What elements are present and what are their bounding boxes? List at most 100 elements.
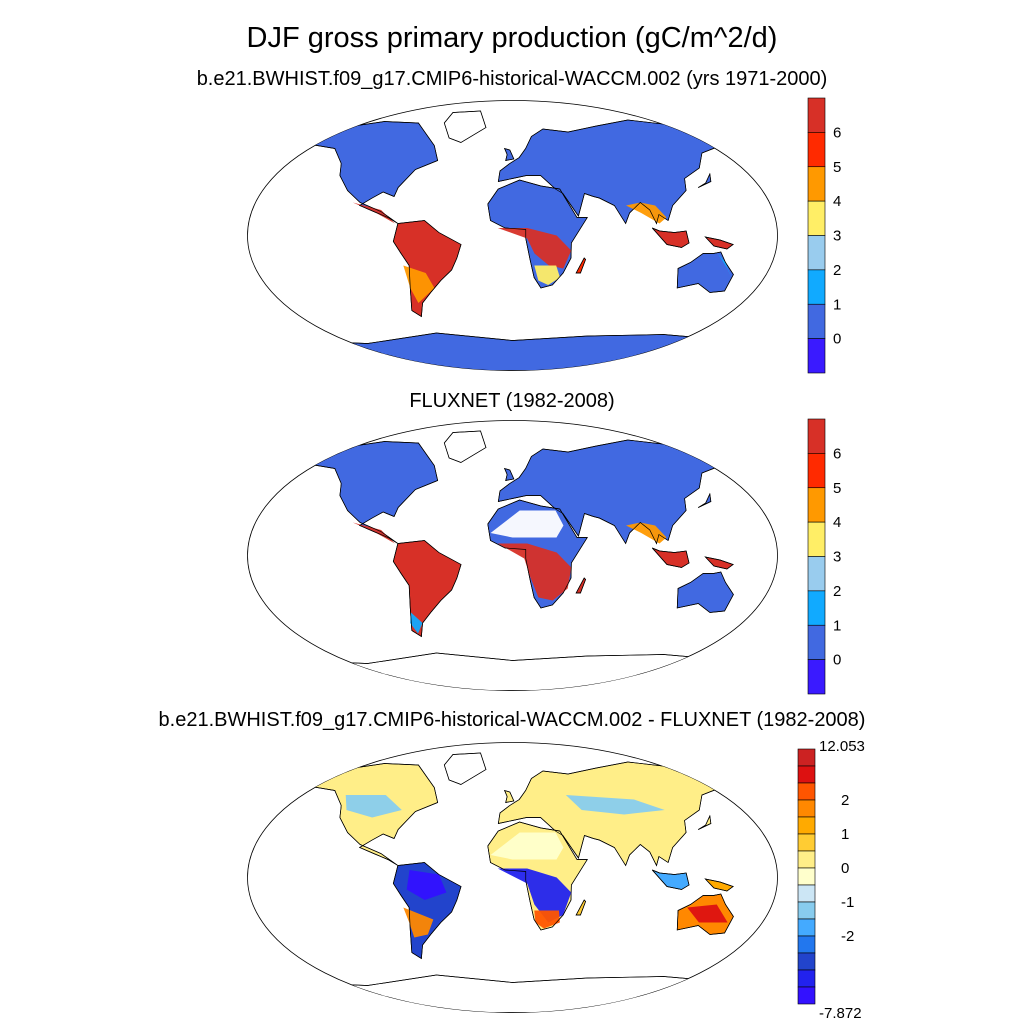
region-shading-4 <box>565 795 665 815</box>
coastline-northAmerica <box>298 441 439 544</box>
coastline-seAsiaIslands <box>652 547 690 568</box>
coastline-madagascar <box>575 577 586 594</box>
coastline-africa <box>487 821 588 931</box>
colorbar-swatch <box>807 590 826 626</box>
coastline-greenland <box>443 430 487 463</box>
model-gpp-map <box>247 100 778 371</box>
coastline-antarctica <box>291 974 734 1013</box>
colorbar-swatch <box>807 521 826 557</box>
region-shading-3 <box>345 795 402 818</box>
colorbar-swatch <box>807 303 826 339</box>
panel-3-subtitle: b.e21.BWHIST.f09_g17.CMIP6-historical-WA… <box>158 709 866 731</box>
colorbar-swatch <box>807 338 826 374</box>
region-shading-1 <box>497 543 572 601</box>
coastline-eurasia <box>497 119 741 225</box>
coastline-antarctica <box>291 332 734 371</box>
colorbar-tick-label: 2 <box>833 262 841 279</box>
coastline-uk <box>503 467 515 481</box>
coastline-japan <box>698 172 712 188</box>
colorbar-tick-label: 1 <box>841 826 849 843</box>
coastline-madagascar <box>575 257 586 274</box>
colorbar-swatch <box>807 269 826 305</box>
fluxnet-gpp-map <box>247 420 778 691</box>
region-shading-0 <box>490 510 564 538</box>
panel-2-subtitle: FLUXNET (1982-2008) <box>409 390 615 412</box>
colorbar-tick-label: 0 <box>841 860 849 877</box>
colorbar-tick-label: 1 <box>833 296 841 313</box>
coastline-greenland <box>443 110 487 143</box>
coastline-newGuinea <box>704 556 734 570</box>
colorbar-swatch <box>797 765 816 784</box>
region-shading-7 <box>687 904 728 923</box>
coastline-uk <box>503 789 515 803</box>
colorbar-tick-label: 2 <box>833 583 841 600</box>
coastline-eurasia <box>497 761 741 867</box>
colorbar-tick-label: 4 <box>833 193 841 210</box>
region-shading-0 <box>490 832 564 860</box>
difference-gpp-map <box>247 742 778 1013</box>
region-shading-5 <box>403 907 434 938</box>
region-shading-3 <box>626 202 667 224</box>
colorbar-swatch <box>807 418 826 454</box>
coastline-northAmerica <box>298 763 439 866</box>
colorbar-tick-label: 6 <box>833 445 841 462</box>
colorbar-tick-label: 3 <box>833 228 841 245</box>
region-shading-3 <box>626 522 667 544</box>
region-shading-4 <box>410 612 423 634</box>
coastline-seAsiaIslands <box>652 227 690 248</box>
colorbar-swatch <box>807 97 826 133</box>
colorbar-tick-label: 0 <box>833 331 841 348</box>
colorbar-swatch <box>797 901 816 920</box>
colorbar-tick-label: 2 <box>841 792 849 809</box>
colorbar-swatch <box>807 659 826 695</box>
coastline-australia <box>676 893 734 935</box>
colorbar-tick-label: 3 <box>833 549 841 566</box>
colorbar-tick-label: 5 <box>833 159 841 176</box>
colorbar-tick-label: -2 <box>841 928 854 945</box>
colorbar-swatch <box>797 799 816 818</box>
colorbar-swatch <box>797 952 816 971</box>
colorbar-swatch <box>797 884 816 903</box>
colorbar-swatch <box>807 624 826 660</box>
coastline-seAsiaIslands <box>652 869 690 890</box>
coastline-greenland <box>443 752 487 785</box>
region-shading-1 <box>497 868 572 923</box>
region-shading-2 <box>534 265 560 285</box>
colorbar-tick-label: 5 <box>833 480 841 497</box>
colorbar-swatch <box>797 918 816 937</box>
coastline-australia <box>676 251 734 293</box>
coastline-newGuinea <box>704 878 734 892</box>
colorbar-swatch <box>797 867 816 886</box>
coastline-madagascar <box>575 899 586 916</box>
coastline-northAmerica <box>298 121 439 224</box>
figure-title: DJF gross primary production (gC/m^2/d) <box>246 22 778 54</box>
colorbar-swatch <box>797 782 816 801</box>
coastline-antarctica <box>291 652 734 691</box>
difference-colorbar: 12.053 -7.872 2 1 0 -1 -2 <box>797 738 865 1020</box>
coastline-japan <box>698 492 712 508</box>
coastline-africa <box>487 499 588 609</box>
colorbar-swatch <box>797 986 816 1005</box>
coastline-uk <box>503 147 515 161</box>
coastline-japan <box>698 814 712 830</box>
colorbar-swatch <box>807 132 826 168</box>
colorbar-swatch <box>797 816 816 835</box>
panel-1-subtitle: b.e21.BWHIST.f09_g17.CMIP6-historical-WA… <box>196 68 828 90</box>
colorbar-swatch <box>807 487 826 523</box>
colorbar-swatch <box>807 556 826 592</box>
coastline-eurasia <box>497 439 741 545</box>
coastline-australia <box>676 571 734 613</box>
coastline-southAmerica <box>392 540 462 638</box>
region-shading-5 <box>403 265 435 303</box>
colorbar-min-label: -7.872 <box>819 1005 862 1020</box>
region-shading-2 <box>534 910 560 929</box>
colorbar-tick-label: 0 <box>833 652 841 669</box>
region-shading-6 <box>406 870 447 900</box>
colorbar-tick-label: -1 <box>841 894 854 911</box>
colorbar-swatch <box>807 166 826 202</box>
colorbar-swatch <box>797 833 816 852</box>
colorbar-tick-label: 6 <box>833 124 841 141</box>
coastline-africa <box>487 179 588 289</box>
colorbar-swatch <box>807 235 826 271</box>
colorbar-swatch <box>797 748 816 767</box>
